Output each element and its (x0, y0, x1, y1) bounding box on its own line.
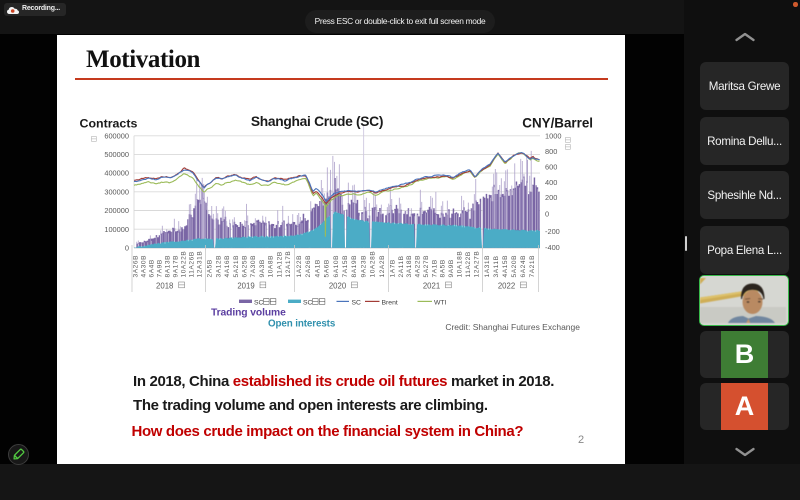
svg-text:CNY/Barrel: CNY/Barrel (522, 116, 593, 131)
svg-text:600000: 600000 (104, 131, 129, 140)
svg-text:Credit: Shanghai Futures Excha: Credit: Shanghai Futures Exchange (445, 322, 580, 332)
svg-text:2A26B: 2A26B (305, 255, 312, 278)
svg-text:9A17B: 9A17B (173, 255, 180, 278)
svg-text:4A30B: 4A30B (141, 255, 148, 278)
svg-text:9A3B: 9A3B (259, 259, 266, 277)
svg-text:Open interests: Open interests (268, 319, 336, 330)
svg-text:2022: 2022 (498, 282, 515, 291)
svg-text:1A22B: 1A22B (296, 255, 303, 278)
svg-text:SC: SC (254, 299, 264, 306)
svg-text:6A24B: 6A24B (520, 255, 527, 278)
svg-text:WTI: WTI (434, 299, 447, 306)
svg-text:10A28B: 10A28B (370, 251, 377, 278)
svg-text:800: 800 (545, 147, 557, 156)
svg-text:6A10B: 6A10B (333, 255, 340, 278)
svg-text:6A4B: 6A4B (149, 259, 156, 277)
svg-text:6A25B: 6A25B (242, 255, 249, 278)
svg-text:2A11B: 2A11B (398, 255, 405, 277)
svg-text:100000: 100000 (104, 225, 129, 234)
svg-text:3A18B: 3A18B (406, 255, 413, 278)
svg-text:7A21B: 7A21B (529, 255, 536, 278)
svg-text:2A5B: 2A5B (207, 259, 214, 277)
svg-text:7A30B: 7A30B (250, 255, 257, 278)
svg-text:600: 600 (545, 163, 557, 172)
svg-text:-200: -200 (545, 227, 560, 236)
svg-text:Shanghai Crude (SC): Shanghai Crude (SC) (251, 114, 383, 129)
svg-text:2019: 2019 (237, 282, 254, 291)
svg-text:1A7B: 1A7B (389, 259, 396, 277)
svg-text:200000: 200000 (104, 206, 129, 215)
svg-text:8A13B: 8A13B (165, 255, 172, 278)
svg-text:2020: 2020 (329, 282, 347, 291)
svg-text:7A15B: 7A15B (342, 255, 349, 278)
svg-text:12A17B: 12A17B (285, 251, 292, 278)
svg-text:400000: 400000 (104, 169, 129, 178)
svg-text:4A1B: 4A1B (314, 259, 321, 277)
svg-text:12A2B: 12A2B (379, 255, 386, 278)
svg-text:-400: -400 (545, 243, 560, 252)
svg-text:12A31B: 12A31B (197, 251, 204, 278)
svg-text:200: 200 (545, 193, 557, 202)
svg-text:5A6B: 5A6B (324, 259, 331, 277)
svg-text:11A22B: 11A22B (465, 251, 472, 277)
svg-text:4A15B: 4A15B (502, 255, 509, 278)
svg-text:12A27B: 12A27B (473, 251, 480, 278)
svg-text:10A18B: 10A18B (457, 251, 464, 278)
svg-text:1A31B: 1A31B (484, 255, 491, 278)
svg-text:SC: SC (352, 299, 362, 306)
svg-text:0: 0 (545, 210, 549, 219)
svg-text:7A9B: 7A9B (157, 259, 164, 277)
svg-text:11A26B: 11A26B (189, 251, 196, 277)
svg-text:2018: 2018 (156, 282, 173, 291)
svg-text:9A9B: 9A9B (448, 259, 455, 277)
svg-text:1000: 1000 (545, 132, 561, 141)
svg-text:9A23B: 9A23B (361, 255, 368, 278)
svg-text:3A11B: 3A11B (493, 255, 500, 277)
svg-text:7A1B: 7A1B (431, 259, 438, 277)
svg-text:11A12B: 11A12B (276, 251, 283, 277)
svg-text:300000: 300000 (104, 187, 129, 196)
svg-text:4A22B: 4A22B (415, 255, 422, 278)
svg-text:400: 400 (545, 178, 557, 187)
svg-text:10A22B: 10A22B (181, 251, 188, 278)
svg-text:4A16B: 4A16B (224, 255, 231, 278)
svg-text:5A27B: 5A27B (423, 255, 430, 278)
svg-text:8A5B: 8A5B (440, 259, 447, 277)
svg-text:3A12B: 3A12B (215, 255, 222, 278)
svg-text:5A21B: 5A21B (233, 255, 240, 278)
svg-text:500000: 500000 (104, 150, 129, 159)
svg-text:8A19B: 8A19B (351, 255, 358, 278)
svg-text:2021: 2021 (423, 282, 440, 291)
svg-text:0: 0 (125, 244, 129, 253)
svg-text:Contracts: Contracts (80, 117, 138, 131)
svg-text:3A26B: 3A26B (133, 255, 140, 278)
svg-text:10A8B: 10A8B (268, 255, 275, 278)
svg-text:Trading volume: Trading volume (211, 308, 286, 319)
svg-text:SC: SC (303, 299, 313, 306)
svg-text:Brent: Brent (382, 299, 398, 306)
svg-text:5A20B: 5A20B (511, 255, 518, 278)
